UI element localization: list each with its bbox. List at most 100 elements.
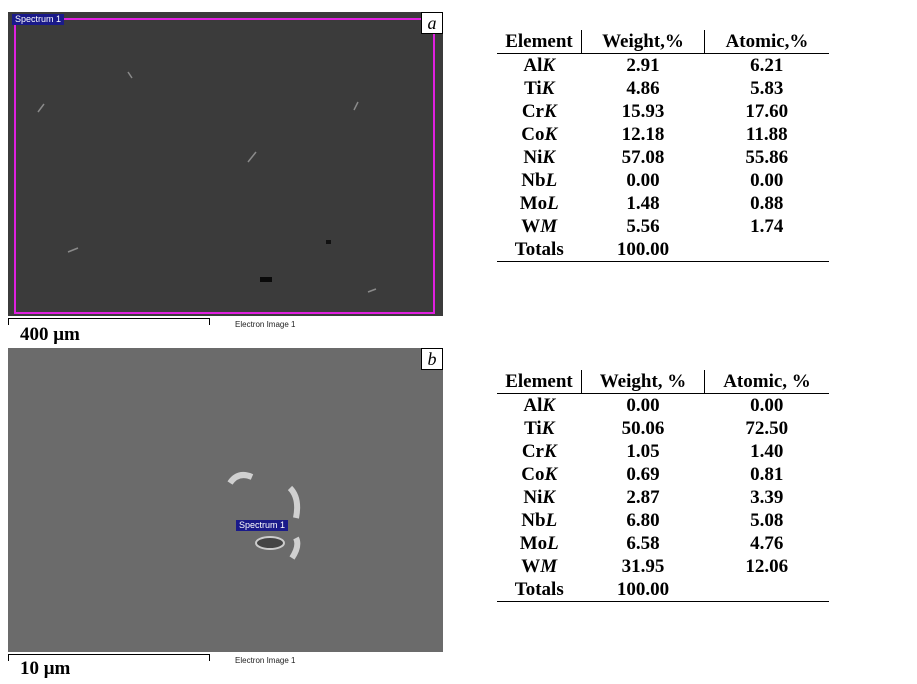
element-cell: CoK — [497, 463, 582, 486]
element-symbol: Ti — [524, 78, 542, 99]
element-cell: WM — [497, 555, 582, 578]
texture — [8, 12, 443, 316]
spectral-line: L — [546, 170, 558, 191]
spectral-line: M — [540, 216, 557, 237]
weight-cell: 1.05 — [582, 440, 705, 463]
atomic-cell: 0.00 — [705, 394, 830, 418]
weight-cell: 12.18 — [582, 123, 705, 146]
column-header: Atomic,% — [705, 30, 830, 54]
element-cell: NbL — [497, 509, 582, 532]
weight-cell: 6.80 — [582, 509, 705, 532]
element-cell: AlK — [497, 394, 582, 418]
spectral-line: K — [542, 78, 555, 99]
element-symbol: Mo — [520, 193, 547, 214]
atomic-cell: 1.40 — [705, 440, 830, 463]
page: {"panels": [ {"label": "a", "spectrum_la… — [0, 0, 917, 675]
atomic-cell: 5.83 — [705, 77, 830, 100]
image-caption: Electron Image 1 — [235, 656, 295, 665]
weight-cell: 5.56 — [582, 215, 705, 238]
atomic-cell: 1.74 — [705, 215, 830, 238]
totals-weight: 100.00 — [582, 238, 705, 262]
column-header: Element — [497, 30, 582, 54]
totals-label: Totals — [497, 238, 582, 262]
atomic-cell: 12.06 — [705, 555, 830, 578]
atomic-cell: 17.60 — [705, 100, 830, 123]
element-cell: MoL — [497, 192, 582, 215]
element-symbol: Ni — [523, 487, 542, 508]
element-symbol: Ti — [524, 418, 542, 439]
spectrum-label: Spectrum 1 — [236, 520, 288, 531]
data-row: NiK57.0855.86 — [497, 146, 829, 169]
atomic-cell: 0.81 — [705, 463, 830, 486]
element-cell: MoL — [497, 532, 582, 555]
atomic-cell: 3.39 — [705, 486, 830, 509]
atomic-cell: 4.76 — [705, 532, 830, 555]
element-symbol: Nb — [521, 510, 545, 531]
column-header: Element — [497, 370, 582, 394]
element-symbol: Cr — [522, 441, 544, 462]
scale-label: 10 μm — [20, 658, 70, 680]
weight-cell: 50.06 — [582, 417, 705, 440]
atomic-cell: 11.88 — [705, 123, 830, 146]
element-symbol: Co — [521, 464, 544, 485]
weight-cell: 2.91 — [582, 54, 705, 78]
element-cell: WM — [497, 215, 582, 238]
element-symbol: W — [521, 556, 540, 577]
element-symbol: Mo — [520, 533, 547, 554]
sem-image: Spectrum 1 b — [8, 348, 443, 652]
weight-cell: 0.69 — [582, 463, 705, 486]
totals-empty — [705, 238, 830, 262]
element-cell: CoK — [497, 123, 582, 146]
spectral-line: L — [547, 533, 559, 554]
header-row: ElementWeight, %Atomic, % — [497, 370, 829, 394]
element-symbol: Co — [521, 124, 544, 145]
weight-cell: 31.95 — [582, 555, 705, 578]
spectrum-label: Spectrum 1 — [12, 14, 64, 25]
data-row: TiK50.0672.50 — [497, 417, 829, 440]
column-header: Atomic, % — [705, 370, 830, 394]
element-cell: CrK — [497, 440, 582, 463]
element-symbol: Al — [523, 55, 542, 76]
panel-letter: b — [421, 348, 443, 370]
spectral-line: L — [546, 510, 558, 531]
element-symbol: Al — [523, 395, 542, 416]
spectral-line: K — [545, 464, 558, 485]
weight-cell: 1.48 — [582, 192, 705, 215]
data-row: AlK0.000.00 — [497, 394, 829, 418]
spectral-line: K — [544, 441, 557, 462]
atomic-cell: 72.50 — [705, 417, 830, 440]
panel-letter: a — [421, 12, 443, 34]
atomic-cell: 55.86 — [705, 146, 830, 169]
spectral-line: K — [544, 101, 557, 122]
panel-a: Spectrum 1 a 400 μm Electron Image 1 Ele… — [0, 12, 917, 348]
spectral-line: K — [542, 395, 555, 416]
element-symbol: W — [521, 216, 540, 237]
data-row: MoL6.584.76 — [497, 532, 829, 555]
weight-cell: 0.00 — [582, 394, 705, 418]
spectral-line: L — [547, 193, 559, 214]
scale-label: 400 μm — [20, 324, 80, 346]
element-cell: CrK — [497, 100, 582, 123]
spectral-line: K — [542, 487, 555, 508]
spectral-line: K — [542, 55, 555, 76]
column-header: Weight,% — [582, 30, 705, 54]
texture — [8, 348, 443, 652]
panel-b: Spectrum 1 b 10 μm Electron Image 1 Elem… — [0, 348, 917, 684]
data-row: CrK15.9317.60 — [497, 100, 829, 123]
sem-image: Spectrum 1 a — [8, 12, 443, 316]
element-cell: TiK — [497, 77, 582, 100]
element-symbol: Ni — [523, 147, 542, 168]
element-cell: NbL — [497, 169, 582, 192]
element-cell: TiK — [497, 417, 582, 440]
